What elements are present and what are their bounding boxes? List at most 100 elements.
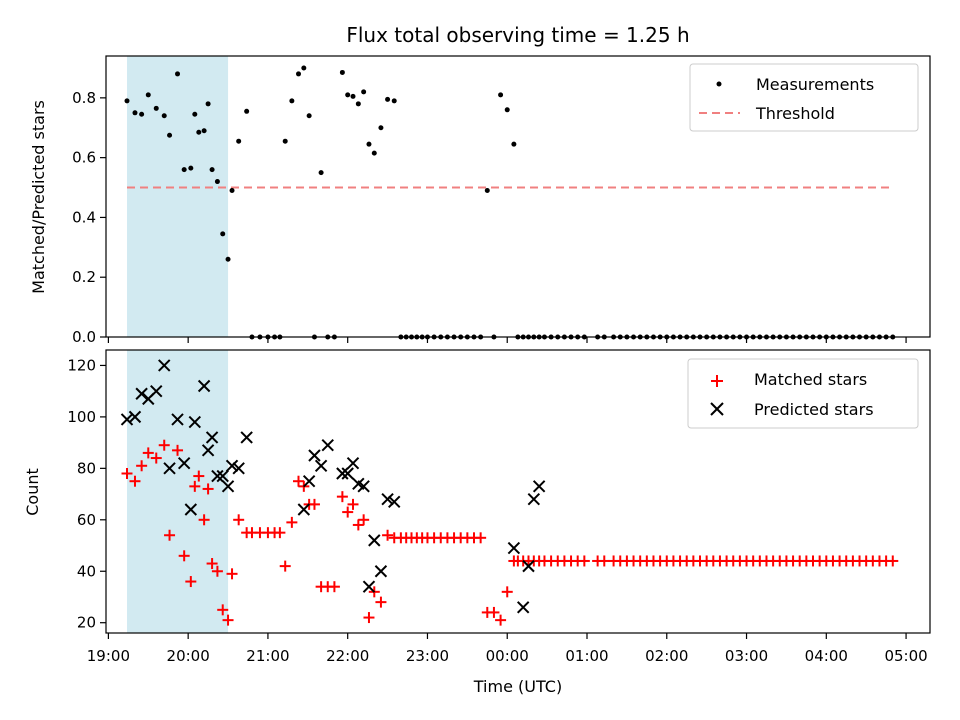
- predicted-star-point: [163, 462, 176, 475]
- measurement-point: [484, 188, 490, 194]
- predicted-star-point: [177, 456, 191, 470]
- bottom-legend: Matched stars Predicted stars: [687, 358, 919, 429]
- matched-star-point: [358, 514, 370, 526]
- predicted-star-point: [527, 493, 541, 506]
- matched-star-point: [578, 555, 590, 567]
- bottom-panel: 20 40 60 80 100 120 19:00 20:00 21:00 22:00 23:00…: [23, 349, 931, 696]
- top-ytick-label: 0.0: [72, 328, 96, 346]
- predicted-star-point: [362, 580, 376, 593]
- measurement-point: [153, 105, 159, 111]
- bottom-ytick-label: 40: [77, 562, 96, 580]
- measurement-point: [296, 71, 302, 77]
- measurement-point: [192, 111, 198, 117]
- measurement-point: [201, 128, 207, 134]
- measurement-point: [220, 231, 226, 237]
- legend-label-threshold: Threshold: [755, 104, 835, 123]
- matched-star-point: [598, 555, 610, 567]
- matched-star-point: [501, 586, 513, 598]
- predicted-star-point: [188, 415, 202, 429]
- measurement-point: [225, 256, 231, 262]
- measurement-point: [175, 71, 181, 77]
- measurement-point: [498, 92, 504, 98]
- top-ytick-label: 0.2: [72, 268, 96, 286]
- measurement-point: [196, 129, 202, 135]
- bottom-xtick-label: 03:00: [725, 647, 768, 665]
- legend-label-measurements: Measurements: [756, 75, 874, 94]
- matched-star-point: [279, 560, 291, 572]
- predicted-star-points: [120, 359, 546, 614]
- top-panel: 0.00.20.40.60.8 Matched/Predicted stars …: [29, 55, 931, 346]
- bottom-ytick-label: 60: [77, 511, 96, 529]
- measurement-point: [350, 93, 356, 99]
- matched-star-point: [136, 460, 148, 472]
- measurement-point: [188, 165, 194, 171]
- measurement-point: [361, 89, 367, 95]
- bottom-xtick-label: 20:00: [167, 647, 210, 665]
- measurement-point: [339, 69, 345, 75]
- predicted-star-point: [374, 565, 388, 578]
- measurement-point: [244, 108, 250, 114]
- bottom-xtick-label: 19:00: [87, 647, 130, 665]
- measurement-point: [145, 92, 151, 98]
- measurement-point: [161, 113, 167, 119]
- predicted-star-point: [120, 413, 134, 426]
- predicted-star-point: [381, 493, 394, 506]
- predicted-star-point: [314, 459, 328, 472]
- bottom-ytick-label: 120: [67, 356, 96, 374]
- chart-title: Flux total observing time = 1.25 h: [346, 23, 689, 47]
- bottom-legend-box: [687, 358, 919, 429]
- matched-star-point: [193, 470, 205, 482]
- bottom-ytick-label: 20: [77, 614, 96, 632]
- matched-star-point: [202, 483, 214, 495]
- predicted-star-point: [357, 480, 370, 493]
- predicted-star-point: [522, 559, 535, 573]
- measurement-point: [511, 141, 517, 147]
- matched-star-point: [382, 529, 394, 541]
- matched-star-points: [121, 439, 899, 626]
- predicted-star-point: [346, 456, 360, 470]
- matched-star-point: [887, 555, 899, 567]
- bottom-x-axis-label: Time (UTC): [473, 677, 562, 696]
- bottom-y-ticks: 20 40 60 80 100 120: [67, 356, 106, 632]
- predicted-star-point: [171, 413, 184, 426]
- predicted-star-point: [516, 601, 530, 614]
- predicted-star-point: [197, 379, 211, 393]
- bottom-xtick-label: 23:00: [406, 647, 449, 665]
- measurement-point: [205, 101, 211, 107]
- predicted-star-point: [225, 459, 239, 472]
- predicted-star-point: [302, 475, 316, 488]
- measurement-point: [504, 107, 510, 113]
- matched-star-point: [198, 514, 210, 526]
- matched-star-point: [293, 475, 305, 487]
- bottom-x-ticks: 19:00 20:00 21:00 22:00 23:00 00:00 01:00 02:00…: [87, 633, 928, 665]
- predicted-star-point: [240, 431, 253, 444]
- legend-matched-marker: [711, 375, 723, 387]
- predicted-star-point: [507, 541, 521, 555]
- measurement-point: [391, 98, 397, 104]
- bottom-ytick-label: 100: [67, 408, 96, 426]
- matched-star-point: [226, 568, 238, 580]
- matched-star-point: [352, 519, 364, 531]
- top-y-ticks: 0.0 0.2 0.4 0.6 0.8: [72, 89, 106, 346]
- matched-star-point: [342, 506, 354, 518]
- matched-star-point: [286, 516, 298, 528]
- matched-star-point: [211, 565, 223, 577]
- measurement-point: [214, 179, 220, 185]
- measurement-point: [181, 167, 187, 173]
- predicted-star-point: [211, 469, 224, 483]
- matched-star-point: [222, 614, 234, 626]
- measurement-point: [378, 125, 384, 131]
- measurement-point: [385, 96, 391, 102]
- bottom-xtick-label: 21:00: [246, 647, 289, 665]
- bottom-plot-frame: [105, 349, 931, 634]
- matched-star-point: [178, 550, 190, 562]
- predicted-star-point: [532, 480, 546, 493]
- matched-star-point: [189, 480, 201, 492]
- predicted-star-point: [128, 410, 142, 424]
- top-ytick-label: 0.4: [72, 208, 96, 226]
- measurement-point: [229, 188, 235, 194]
- measurement-point: [289, 98, 295, 104]
- matched-star-point: [142, 447, 154, 459]
- measurement-point: [209, 167, 215, 173]
